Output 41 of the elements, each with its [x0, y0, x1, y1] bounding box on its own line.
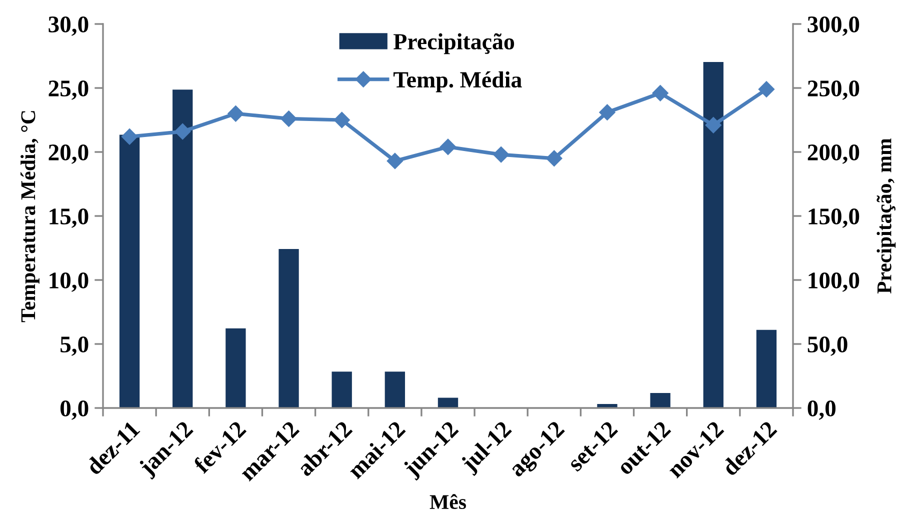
point — [599, 104, 616, 120]
point — [228, 106, 244, 122]
y-tick-label: 15,0 — [50, 208, 88, 228]
y2-tick-label: 300,0 — [808, 16, 860, 36]
point — [493, 146, 510, 163]
point — [174, 123, 191, 140]
y-tick-label: 10,0 — [50, 272, 88, 292]
y2-tick-label: 250,0 — [808, 80, 860, 100]
point — [334, 112, 350, 128]
y2-tick-label: 50,0 — [808, 336, 848, 356]
point — [280, 110, 297, 127]
bar — [278, 249, 299, 408]
bar — [384, 372, 406, 408]
y2-tick-label: 100,0 — [808, 272, 860, 292]
y-tick-label: 20,0 — [48, 144, 88, 164]
point — [758, 81, 775, 98]
point — [705, 117, 722, 134]
bar — [226, 328, 246, 408]
legend-label: Temp. Média — [394, 71, 522, 92]
x-axis-title: Mês — [430, 494, 466, 510]
y2-axis-title: Precipitação, mm — [876, 138, 896, 294]
y-tick-label: 25,0 — [48, 80, 88, 100]
y-tick-label: 5,0 — [60, 336, 88, 356]
y2-tick-label: 0,0 — [808, 400, 836, 420]
point — [440, 138, 456, 155]
bar — [756, 330, 777, 408]
y2-tick-label: 150,0 — [808, 208, 860, 228]
point — [386, 152, 403, 170]
point — [652, 85, 668, 102]
bar — [332, 372, 352, 408]
bar — [703, 62, 724, 408]
y-axis-title: Temperatura Média, °C — [20, 111, 40, 322]
y2-tick-label: 200,0 — [808, 144, 860, 164]
point — [546, 150, 562, 166]
bar — [172, 90, 193, 408]
y-tick-label: 30,0 — [48, 16, 88, 36]
bar — [119, 134, 140, 408]
legend-label: Precipitação — [394, 33, 514, 54]
y-tick-label: 0,0 — [60, 400, 88, 420]
point — [121, 128, 138, 145]
bar — [650, 393, 670, 408]
